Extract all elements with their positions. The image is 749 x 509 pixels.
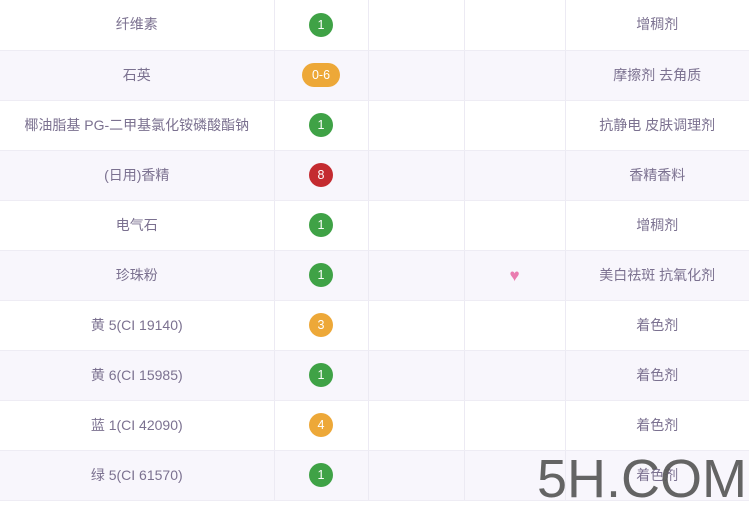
table-row[interactable]: 蓝 1(CI 42090) 4 着色剂 [0,400,749,451]
ingredient-name-cell[interactable]: 纤维素 [0,0,275,51]
function-cell: 着色剂 [565,400,749,451]
acne-score-cell [368,300,465,351]
safety-score-badge: 1 [309,113,333,137]
safety-score-badge: 4 [309,413,333,437]
safety-score-badge: 1 [309,263,333,287]
safety-score-cell: 0-6 [274,50,369,101]
safety-score-cell: 1 [274,450,369,501]
function-cell: 抗静电 皮肤调理剂 [565,100,749,151]
acne-score-cell [368,400,465,451]
ingredient-name-cell[interactable]: (日用)香精 [0,150,275,201]
function-cell: 香精香料 [565,150,749,201]
safety-score-badge: 0-6 [302,63,340,87]
function-cell: 着色剂 [565,300,749,351]
acne-score-cell [368,350,465,401]
acne-score-cell [368,450,465,501]
safety-score-cell: 3 [274,300,369,351]
ingredient-name-cell[interactable]: 黄 6(CI 15985) [0,350,275,401]
function-cell: 增稠剂 [565,200,749,251]
favorite-cell[interactable] [464,200,566,251]
acne-score-cell [368,0,465,51]
function-cell: 增稠剂 [565,0,749,51]
favorite-cell[interactable] [464,150,566,201]
ingredient-name-cell[interactable]: 绿 5(CI 61570) [0,450,275,501]
acne-score-cell [368,250,465,301]
ingredient-name-cell[interactable]: 石英 [0,50,275,101]
acne-score-cell [368,50,465,101]
table-row[interactable]: 黄 5(CI 19140) 3 着色剂 [0,300,749,351]
function-cell: 着色剂 [565,350,749,401]
favorite-cell[interactable] [464,300,566,351]
table-row[interactable]: 珍珠粉 1 ♥ 美白祛斑 抗氧化剂 [0,250,749,301]
safety-score-badge: 1 [309,12,333,37]
table-row[interactable]: 椰油脂基 PG-二甲基氯化铵磷酸酯钠 1 抗静电 皮肤调理剂 [0,100,749,151]
safety-score-cell: 1 [274,0,369,51]
table-row[interactable]: 石英 0-6 摩擦剂 去角质 [0,50,749,101]
function-cell: 摩擦剂 去角质 [565,50,749,101]
ingredient-name-cell[interactable]: 椰油脂基 PG-二甲基氯化铵磷酸酯钠 [0,100,275,151]
table-row[interactable]: 黄 6(CI 15985) 1 着色剂 [0,350,749,401]
safety-score-badge: 1 [309,363,333,387]
safety-score-cell: 1 [274,100,369,151]
ingredient-name-cell[interactable]: 黄 5(CI 19140) [0,300,275,351]
table-row[interactable]: 绿 5(CI 61570) 1 着色剂 [0,450,749,501]
ingredient-name-cell[interactable]: 珍珠粉 [0,250,275,301]
safety-score-badge: 8 [309,163,333,187]
ingredient-name-cell[interactable]: 电气石 [0,200,275,251]
safety-score-badge: 1 [309,213,333,237]
acne-score-cell [368,200,465,251]
table-row[interactable]: 纤维素 1 增稠剂 [0,0,749,51]
safety-score-badge: 3 [309,313,333,337]
favorite-cell[interactable] [464,400,566,451]
function-cell: 美白祛斑 抗氧化剂 [565,250,749,301]
heart-icon[interactable]: ♥ [509,266,520,286]
acne-score-cell [368,100,465,151]
safety-score-cell: 1 [274,250,369,301]
safety-score-badge: 1 [309,463,333,487]
acne-score-cell [368,150,465,201]
favorite-cell[interactable] [464,450,566,501]
function-cell: 着色剂 [565,450,749,501]
safety-score-cell: 4 [274,400,369,451]
favorite-cell[interactable] [464,0,566,51]
safety-score-cell: 8 [274,150,369,201]
favorite-cell[interactable]: ♥ [464,250,566,301]
table-row[interactable]: 电气石 1 增稠剂 [0,200,749,251]
favorite-cell[interactable] [464,350,566,401]
safety-score-cell: 1 [274,350,369,401]
favorite-cell[interactable] [464,50,566,101]
safety-score-cell: 1 [274,200,369,251]
table-row[interactable]: (日用)香精 8 香精香料 [0,150,749,201]
favorite-cell[interactable] [464,100,566,151]
ingredient-name-cell[interactable]: 蓝 1(CI 42090) [0,400,275,451]
